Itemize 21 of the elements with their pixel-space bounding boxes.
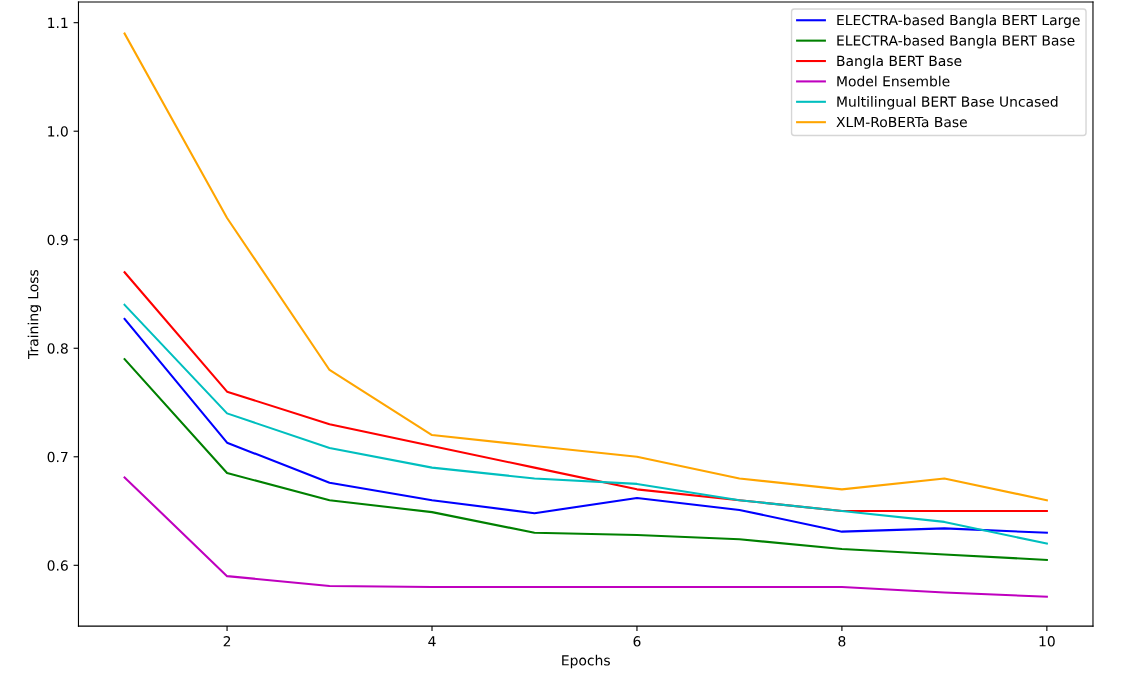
x-tick-label: 8 xyxy=(838,636,846,647)
legend-label: ELECTRA-based Bangla BERT Base xyxy=(837,34,1075,49)
y-tick-label: 0.7 xyxy=(47,451,68,463)
x-tick-label: 2 xyxy=(223,636,231,647)
y-tick-label: 1.0 xyxy=(48,126,68,137)
legend-label: XLM-RoBERTa Base xyxy=(836,116,967,128)
y-tick-label: 0.6 xyxy=(47,560,68,571)
y-tick-label: 0.8 xyxy=(47,343,68,354)
x-tick-label: 6 xyxy=(633,636,641,647)
y-tick-label: 0.9 xyxy=(47,234,68,246)
legend-label: Model Ensemble xyxy=(837,75,950,87)
x-tick-label: 10 xyxy=(1039,636,1055,647)
x-axis-title: Epochs xyxy=(562,654,610,669)
line-series xyxy=(123,476,1048,598)
line-series xyxy=(123,358,1048,561)
y-axis-title: Training Loss xyxy=(27,269,42,359)
x-tick-label: 4 xyxy=(428,636,436,647)
legend-label: ELECTRA-based Bangla BERT Large xyxy=(837,14,1080,29)
legend-label: Multilingual BERT Base Uncased xyxy=(837,96,1058,110)
y-tick-label: 1.1 xyxy=(48,17,68,28)
legend-label: Bangla BERT Base xyxy=(837,55,962,69)
